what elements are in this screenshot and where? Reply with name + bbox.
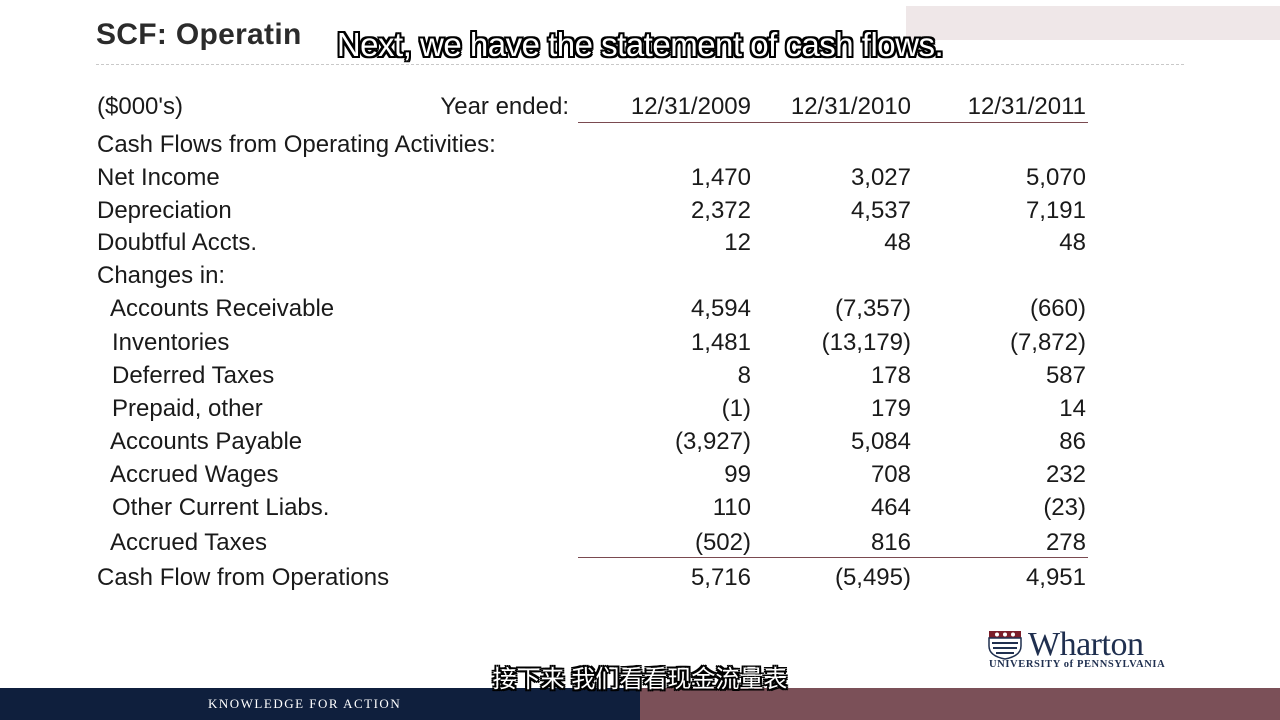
row-value: 464 [870,494,911,521]
year-header-2011: 12/31/2011 [967,93,1086,120]
row-value: 5,070 [1025,164,1086,191]
row-label: Doubtful Accts. [97,229,258,256]
title-divider [96,64,1184,65]
total-value: 5,716 [690,564,751,591]
row-value: 4,537 [850,197,911,224]
units-label: ($000's) [97,93,183,120]
top-decorative-band [906,6,1280,40]
subtitle-chinese: 接下来 我们看看现金流量表 [492,666,788,693]
total-underline [578,557,1088,558]
row-label: Inventories [112,329,230,356]
footer-bar-navy: KNOWLEDGE FOR ACTION [0,688,640,720]
row-value: 179 [870,395,911,422]
logo-wordmark: Wharton [1028,626,1144,663]
row-value: 3,027 [850,164,911,191]
row-label: Accounts Receivable [110,295,335,322]
row-label: Deferred Taxes [112,362,275,389]
row-label: Changes in: [97,262,226,289]
total-value: (5,495) [834,564,911,591]
total-label: Cash Flow from Operations [97,564,390,591]
row-value: 1,470 [690,164,751,191]
footer-tagline: KNOWLEDGE FOR ACTION [208,696,402,711]
row-value: 278 [1045,529,1086,556]
row-value: 110 [712,494,751,521]
row-value: (23) [1043,494,1086,521]
row-value: 178 [870,362,911,389]
row-label: Accrued Taxes [110,529,267,556]
slide-title: SCF: Operatin [96,18,302,51]
row-value: 587 [1045,362,1086,389]
row-value: (660) [1029,295,1086,322]
row-value: (7,357) [834,295,911,322]
row-value: (502) [694,529,751,556]
row-label: Prepaid, other [112,395,263,422]
wharton-logo: Wharton UNIVERSITY of PENNSYLVANIA [988,626,1192,674]
year-ended-label: Year ended: [440,93,569,120]
row-value: 5,084 [850,428,911,455]
row-value: 816 [870,529,911,556]
header-underline [578,122,1088,123]
row-value: 86 [1059,428,1086,455]
row-value: (3,927) [674,428,751,455]
row-value: 12 [724,229,751,256]
subtitle-english: Next, we have the statement of cash flow… [336,26,944,63]
row-value: 48 [884,229,911,256]
footer-bar-maroon [640,688,1280,720]
row-value: 2,372 [690,197,751,224]
row-label: Other Current Liabs. [112,494,330,521]
year-header-2010: 12/31/2010 [790,93,911,120]
cash-flow-table: ($000's) Year ended: 12/31/2009 12/31/20… [97,93,1088,591]
row-label: Accounts Payable [110,428,303,455]
logo-university: UNIVERSITY of PENNSYLVANIA [989,659,1166,670]
row-value: 7,191 [1025,197,1086,224]
year-header-2009: 12/31/2009 [630,93,751,120]
row-value: 4,594 [690,295,751,322]
row-value: 14 [1059,395,1086,422]
row-label: Depreciation [97,197,232,224]
total-value: 4,951 [1025,564,1086,591]
row-label: Accrued Wages [110,461,279,488]
row-value: 232 [1045,461,1086,488]
row-label: Net Income [97,164,220,191]
row-value: (13,179) [821,329,911,356]
row-value: 99 [724,461,751,488]
row-value: (7,872) [1009,329,1086,356]
row-value: 708 [870,461,911,488]
row-value: 48 [1059,229,1086,256]
wharton-shield-icon [988,631,1022,660]
row-value: (1) [721,395,751,422]
section-heading: Cash Flows from Operating Activities: [97,131,496,158]
row-value: 1,481 [690,329,751,356]
row-value: 8 [737,362,751,389]
